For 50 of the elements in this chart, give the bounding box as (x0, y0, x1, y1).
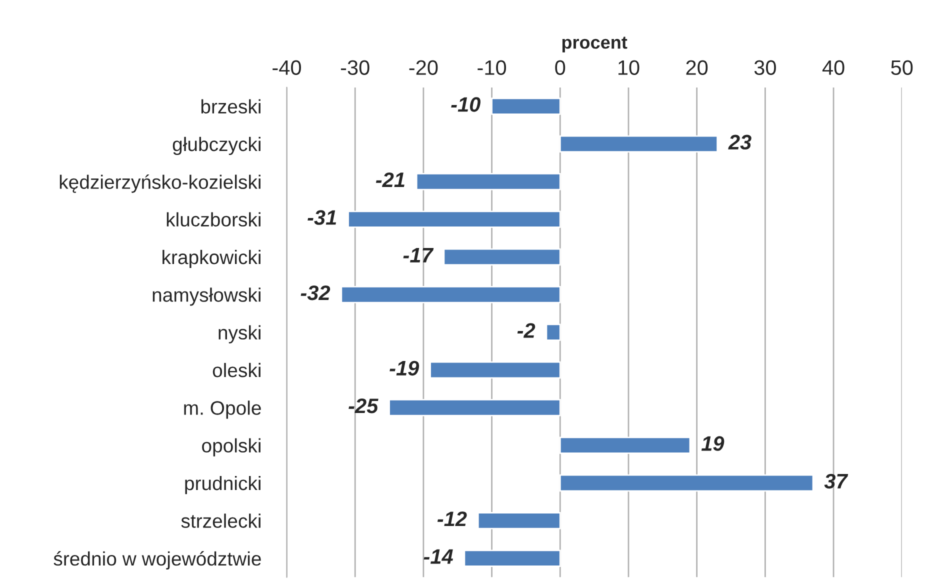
data-label: 23 (728, 134, 752, 150)
data-label: -17 (403, 248, 434, 262)
x-tick-label: -10 (478, 60, 506, 75)
data-label: 19 (701, 436, 724, 451)
data-label: -19 (390, 360, 420, 376)
x-tick-label: 10 (618, 60, 640, 75)
y-tick-label: kędzierzyńsko-kozielski (60, 174, 260, 193)
data-label: -32 (300, 285, 330, 300)
y-tick-label: prudnicki (185, 476, 260, 494)
x-tick-label: -30 (340, 60, 370, 75)
data-label: -14 (424, 549, 453, 564)
y-tick-label: średnio w województwie (54, 551, 261, 570)
data-label: -2 (517, 323, 536, 338)
x-tick-label: 40 (822, 60, 844, 75)
x-tick-label: 30 (754, 60, 776, 75)
bar (491, 98, 561, 115)
bar (464, 550, 561, 567)
y-tick-label: nyski (218, 325, 260, 344)
x-tick-label: 50 (891, 60, 913, 75)
bar (546, 324, 561, 341)
bar (559, 474, 814, 492)
y-tick-label: głubczycki (172, 136, 260, 156)
x-tick-label: 20 (686, 60, 708, 75)
x-tick-label: -20 (409, 60, 438, 75)
data-label: -25 (348, 398, 378, 414)
data-label: -10 (451, 97, 480, 112)
x-axis-title: procent (562, 36, 628, 52)
data-label: -21 (376, 172, 404, 188)
data-label: -12 (437, 512, 467, 526)
bar (348, 210, 561, 228)
bar (416, 173, 561, 190)
bar (559, 135, 718, 153)
x-tick-label: -40 (272, 60, 301, 75)
y-tick-label: oleski (212, 362, 260, 378)
bar (477, 512, 561, 530)
y-tick-label: opolski (202, 438, 260, 456)
bar (443, 248, 561, 266)
data-label: 37 (824, 474, 848, 489)
bar (430, 361, 561, 379)
y-tick-label: namysłowski (152, 288, 260, 306)
data-label: -31 (308, 210, 336, 225)
y-tick-label: kluczborski (166, 212, 260, 227)
y-tick-label: m. Opole (184, 400, 261, 419)
x-tick-label: 0 (555, 60, 566, 75)
bar (340, 286, 561, 304)
y-tick-label: brzeski (201, 99, 260, 114)
y-tick-label: strzelecki (181, 514, 260, 528)
y-tick-label: krapkowicki (162, 250, 260, 268)
bar (559, 436, 691, 454)
bar (388, 399, 561, 416)
